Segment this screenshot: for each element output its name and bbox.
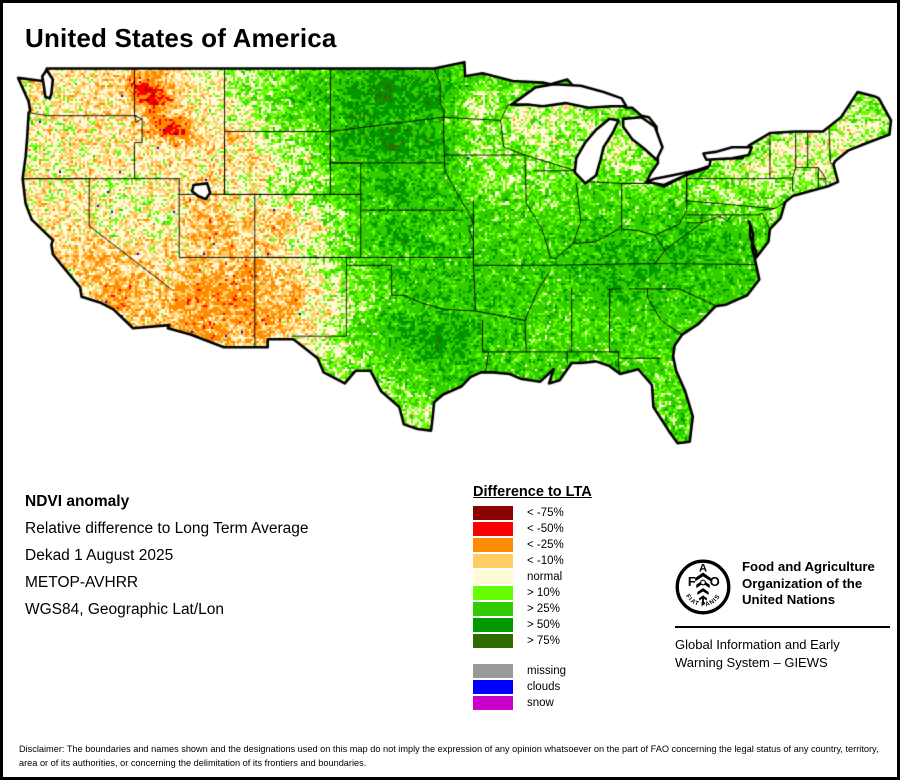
fao-logo-and-name: F A O FIAT PANIS Food and Agriculture Or…	[675, 559, 890, 615]
legend-swatch	[473, 634, 513, 648]
fao-divider	[675, 626, 890, 628]
legend-label: < -75%	[527, 507, 564, 519]
legend-label: clouds	[527, 681, 561, 693]
legend-swatch	[473, 664, 513, 678]
giews-line-2: Warning System – GIEWS	[675, 655, 828, 670]
fao-logo-letter-f: F	[688, 574, 696, 589]
legend-row-snow: snow	[473, 695, 592, 711]
legend-row: normal	[473, 569, 592, 585]
legend-row: < -75%	[473, 505, 592, 521]
map-raster-canvas	[9, 59, 897, 459]
legend-swatch	[473, 680, 513, 694]
legend-swatch	[473, 602, 513, 616]
fao-organization-name: Food and Agriculture Organization of the…	[742, 559, 875, 609]
legend-row: > 50%	[473, 617, 592, 633]
metadata-line-ndvi-anomaly: NDVI anomaly	[25, 493, 130, 510]
legend-swatch	[473, 538, 513, 552]
legend-spacer	[473, 649, 592, 663]
legend-label: < -50%	[527, 523, 564, 535]
metadata-line-dekad: Dekad 1 August 2025	[25, 547, 174, 564]
giews-programme-name: Global Information and Early Warning Sys…	[675, 636, 890, 672]
fao-branding-block: F A O FIAT PANIS Food and Agriculture Or…	[675, 559, 890, 672]
legend-label: snow	[527, 697, 554, 709]
fao-org-line-1: Food and Agriculture	[742, 559, 875, 574]
metadata-line-projection: WGS84, Geographic Lat/Lon	[25, 601, 225, 618]
fao-logo-letter-o: O	[710, 574, 720, 589]
legend-label: > 10%	[527, 587, 560, 599]
legend-swatch	[473, 554, 513, 568]
legend-label: > 50%	[527, 619, 560, 631]
legend-row: > 10%	[473, 585, 592, 601]
legend-title: Difference to LTA	[473, 484, 592, 500]
legend: Difference to LTA < -75% < -50% < -25% <…	[473, 484, 592, 711]
fao-logo-letter-a: A	[699, 562, 707, 574]
legend-swatch	[473, 570, 513, 584]
legend-row: < -50%	[473, 521, 592, 537]
legend-row: < -10%	[473, 553, 592, 569]
legend-row: > 25%	[473, 601, 592, 617]
legend-row-missing: missing	[473, 663, 592, 679]
legend-label: > 25%	[527, 603, 560, 615]
legend-label: missing	[527, 665, 566, 677]
legend-swatch	[473, 506, 513, 520]
legend-swatch	[473, 586, 513, 600]
legend-swatch	[473, 696, 513, 710]
disclaimer-text: Disclaimer: The boundaries and names sho…	[19, 744, 879, 768]
ndvi-anomaly-map	[9, 59, 897, 459]
page-title: United States of America	[25, 23, 337, 53]
legend-label: < -10%	[527, 555, 564, 567]
legend-row-clouds: clouds	[473, 679, 592, 695]
legend-label: normal	[527, 571, 563, 583]
fao-logo-icon: F A O FIAT PANIS	[675, 559, 731, 615]
legend-row: < -25%	[473, 537, 592, 553]
legend-swatch	[473, 618, 513, 632]
giews-line-1: Global Information and Early	[675, 637, 840, 652]
legend-swatch	[473, 522, 513, 536]
fao-org-line-3: United Nations	[742, 592, 836, 607]
fao-org-line-2: Organization of the	[742, 575, 863, 591]
legend-label: < -25%	[527, 539, 564, 551]
map-metadata-block: NDVI anomaly Relative difference to Long…	[25, 488, 445, 623]
legend-row: > 75%	[473, 633, 592, 649]
legend-label: > 75%	[527, 635, 560, 647]
metadata-line-relative-difference: Relative difference to Long Term Average	[25, 520, 309, 537]
metadata-line-sensor: METOP-AVHRR	[25, 574, 139, 591]
